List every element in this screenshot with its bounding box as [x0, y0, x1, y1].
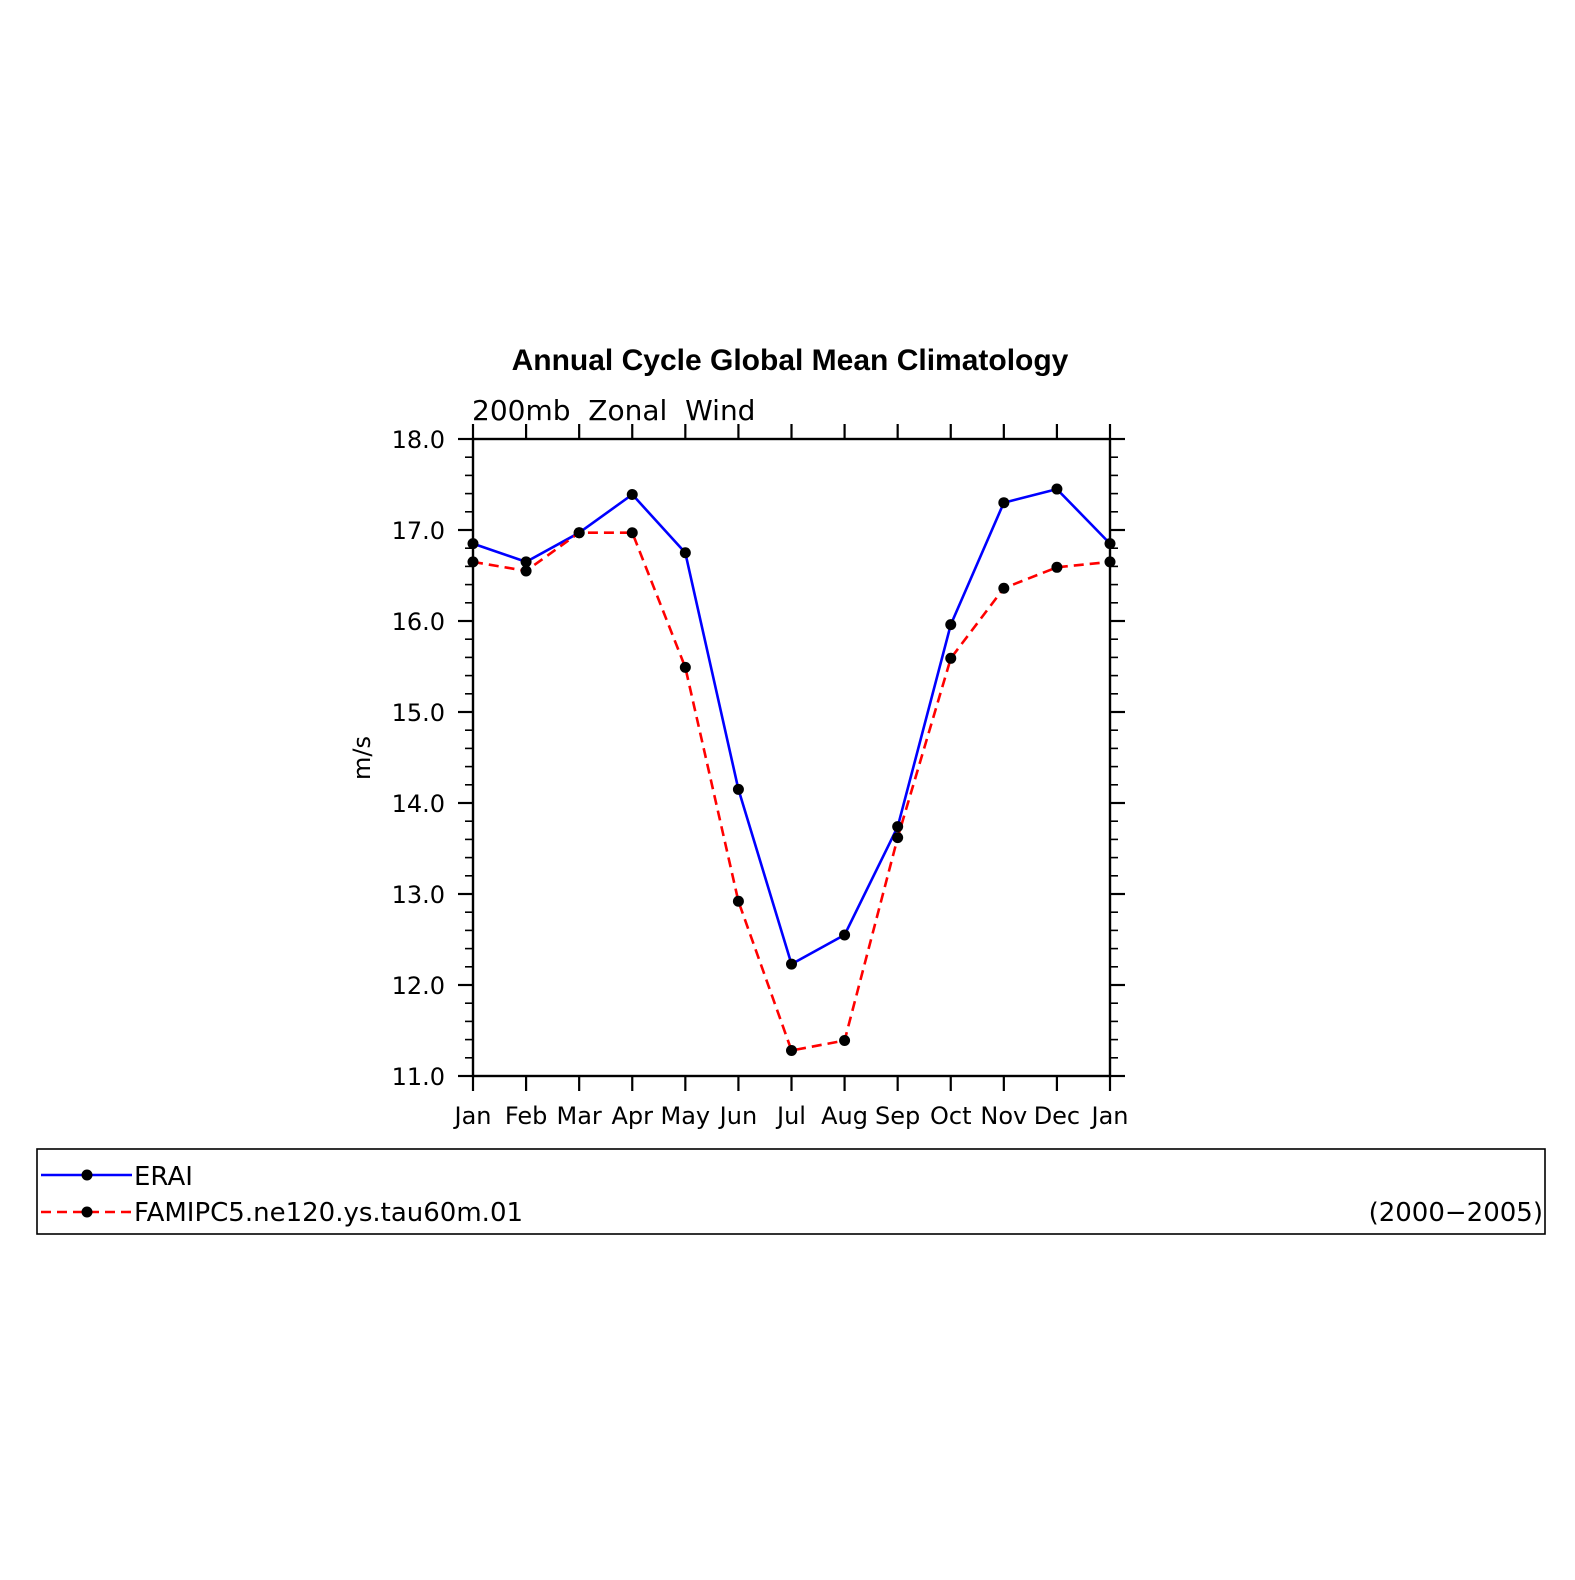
y-tick-label: 16.0: [392, 608, 445, 636]
x-tick-label: Jun: [718, 1102, 758, 1130]
data-point-famipc5: [732, 895, 744, 907]
legend-box: [36, 1148, 1546, 1235]
data-point-erai: [1051, 483, 1063, 495]
x-tick-label: Dec: [1034, 1102, 1080, 1130]
data-point-famipc5: [786, 1045, 797, 1057]
data-point-famipc5: [520, 565, 532, 577]
y-tick-label: 17.0: [392, 517, 445, 545]
data-point-famipc5: [998, 582, 1010, 594]
axes: Jan Feb Mar Apr May Jun Jul Aug Sep Oct Nov Dec Jan 1…: [392, 424, 1129, 1130]
data-point-erai: [1104, 538, 1116, 550]
data-point-erai: [732, 783, 744, 795]
y-tick-label: 18.0: [392, 426, 445, 454]
x-tick-label: Nov: [980, 1102, 1027, 1130]
x-tick-label: May: [661, 1102, 711, 1130]
data-point-famipc5: [573, 527, 585, 539]
y-tick-label: 13.0: [392, 881, 445, 909]
legend-label-famipc5: FAMIPC5.ne120.ys.tau60m.01: [134, 1198, 523, 1228]
x-tick-label: Feb: [505, 1102, 548, 1130]
data-point-erai: [679, 547, 691, 559]
y-tick-label: 15.0: [392, 699, 445, 727]
data-point-erai: [520, 556, 532, 568]
x-tick-label: Sep: [875, 1102, 920, 1130]
x-tick-label: Jan: [1090, 1102, 1129, 1130]
x-tick-label: Oct: [930, 1102, 972, 1130]
x-tick-label: Aug: [821, 1102, 868, 1130]
chart-title: Annual Cycle Global Mean Climatology: [512, 344, 1069, 377]
chart-subtitle: 200mb Zonal Wind: [472, 394, 755, 427]
data-point-erai: [626, 489, 638, 501]
data-point-famipc5: [679, 661, 691, 673]
series-layer: [467, 483, 1116, 1057]
data-point-famipc5: [626, 527, 638, 539]
data-point-erai: [467, 538, 479, 550]
data-point-famipc5: [945, 652, 957, 664]
x-tick-label: Jan: [453, 1102, 492, 1130]
legend-marker-famipc5: [81, 1206, 93, 1218]
y-tick-label: 12.0: [392, 972, 445, 1000]
data-point-erai: [839, 929, 851, 941]
data-point-erai: [892, 821, 904, 833]
legend: ERAI FAMIPC5.ne120.ys.tau60m.01 (2000−20…: [36, 1148, 1546, 1235]
data-point-famipc5: [839, 1035, 851, 1047]
x-tick-label: Jul: [775, 1102, 806, 1130]
legend-marker-erai: [81, 1169, 93, 1181]
data-point-erai: [945, 619, 957, 631]
legend-annotation-years: (2000−2005): [1369, 1198, 1543, 1228]
data-point-famipc5: [1104, 556, 1116, 568]
y-axis-label: m/s: [348, 736, 376, 780]
data-point-famipc5: [892, 832, 904, 844]
data-point-erai: [998, 497, 1010, 509]
data-point-famipc5: [467, 556, 479, 568]
y-tick-label: 14.0: [392, 790, 445, 818]
data-point-erai: [786, 958, 797, 970]
x-tick-label: Mar: [557, 1102, 602, 1130]
y-tick-label: 11.0: [392, 1063, 445, 1091]
x-tick-label: Apr: [611, 1102, 653, 1130]
data-point-famipc5: [1051, 561, 1063, 573]
legend-label-erai: ERAI: [134, 1162, 193, 1192]
